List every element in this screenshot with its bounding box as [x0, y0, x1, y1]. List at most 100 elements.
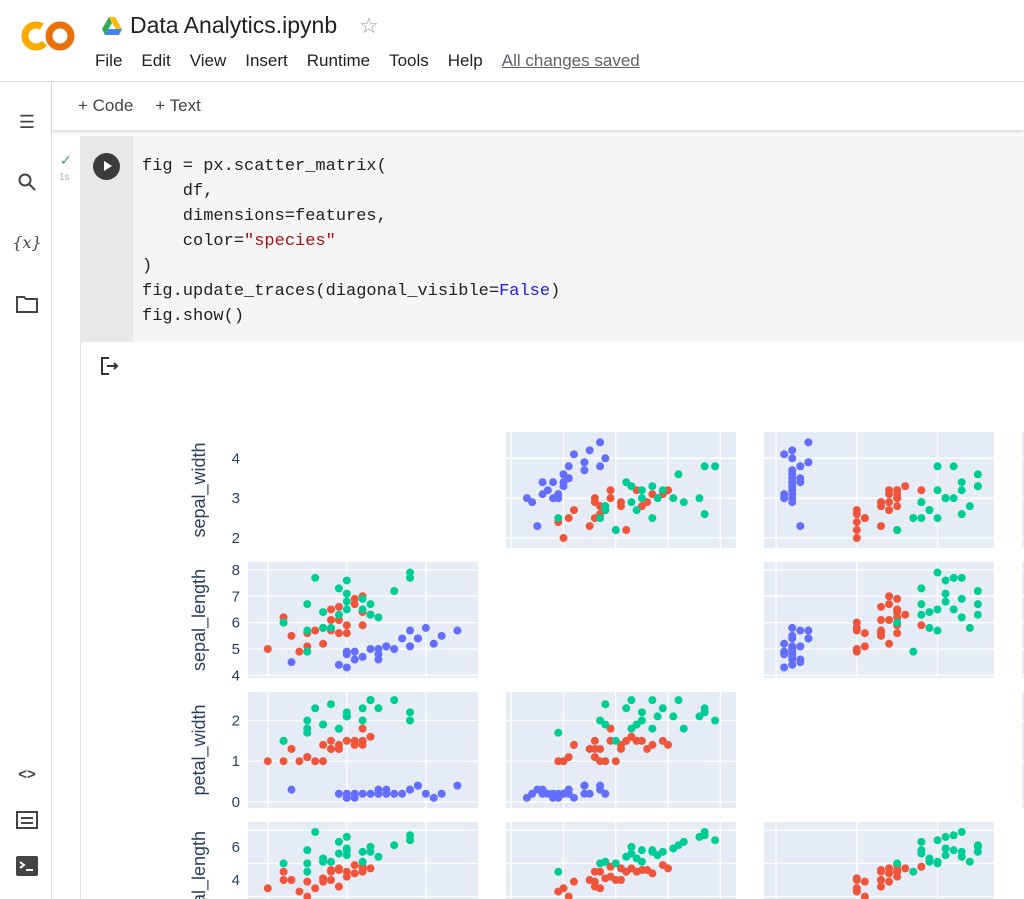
point-setosa[interactable] [796, 522, 805, 531]
point-versicolor[interactable] [860, 642, 869, 651]
point-versicolor[interactable] [606, 486, 615, 495]
point-virginica[interactable] [319, 854, 328, 863]
point-virginica[interactable] [957, 478, 966, 487]
point-versicolor[interactable] [334, 864, 343, 873]
point-virginica[interactable] [406, 716, 415, 725]
point-virginica[interactable] [933, 859, 942, 868]
point-virginica[interactable] [653, 494, 662, 503]
point-virginica[interactable] [390, 841, 399, 850]
point-versicolor[interactable] [611, 757, 620, 766]
point-versicolor[interactable] [617, 876, 625, 884]
point-versicolor[interactable] [917, 862, 926, 871]
point-versicolor[interactable] [590, 867, 599, 876]
point-virginica[interactable] [893, 859, 902, 868]
point-setosa[interactable] [569, 450, 578, 459]
point-virginica[interactable] [658, 486, 667, 495]
point-virginica[interactable] [390, 587, 399, 595]
point-virginica[interactable] [917, 600, 926, 609]
point-virginica[interactable] [342, 605, 351, 614]
point-setosa[interactable] [796, 658, 805, 667]
point-versicolor[interactable] [350, 861, 359, 870]
point-virginica[interactable] [917, 498, 926, 507]
output-actions-icon[interactable] [99, 356, 119, 376]
point-virginica[interactable] [326, 857, 335, 866]
point-virginica[interactable] [711, 836, 720, 845]
point-setosa[interactable] [788, 446, 797, 455]
point-setosa[interactable] [421, 623, 430, 632]
point-virginica[interactable] [611, 526, 620, 535]
point-setosa[interactable] [429, 793, 438, 802]
point-virginica[interactable] [941, 597, 950, 606]
point-virginica[interactable] [933, 836, 942, 845]
notebook-title[interactable]: Data Analytics.ipynb [130, 12, 338, 38]
point-versicolor[interactable] [885, 616, 894, 624]
files-icon[interactable] [14, 292, 40, 316]
point-versicolor[interactable] [852, 526, 861, 535]
panel-sepal_width-vs-petal_width[interactable] [764, 432, 994, 548]
menu-file[interactable]: File [95, 51, 123, 70]
point-setosa[interactable] [569, 793, 578, 802]
point-setosa[interactable] [780, 494, 789, 503]
point-setosa[interactable] [580, 466, 589, 475]
point-setosa[interactable] [788, 482, 797, 491]
point-virginica[interactable] [632, 720, 641, 729]
panel-sepal_width-vs-petal_length[interactable] [1022, 432, 1024, 548]
point-versicolor[interactable] [885, 506, 894, 515]
point-virginica[interactable] [319, 608, 328, 617]
point-virginica[interactable] [973, 587, 982, 595]
point-setosa[interactable] [804, 626, 813, 635]
panel-sepal_width-vs-sepal_length[interactable] [506, 432, 736, 548]
point-versicolor[interactable] [617, 502, 625, 511]
point-versicolor[interactable] [885, 877, 894, 886]
point-setosa[interactable] [342, 793, 351, 802]
point-virginica[interactable] [374, 852, 383, 861]
point-setosa[interactable] [549, 494, 558, 503]
point-setosa[interactable] [437, 789, 446, 798]
point-setosa[interactable] [549, 793, 558, 802]
point-virginica[interactable] [358, 605, 367, 614]
point-virginica[interactable] [358, 857, 367, 866]
point-setosa[interactable] [564, 462, 573, 471]
point-virginica[interactable] [700, 704, 709, 713]
point-versicolor[interactable] [569, 506, 578, 515]
point-versicolor[interactable] [287, 631, 296, 640]
point-versicolor[interactable] [606, 494, 615, 503]
point-setosa[interactable] [788, 631, 797, 640]
point-virginica[interactable] [554, 514, 563, 523]
point-virginica[interactable] [917, 846, 926, 855]
point-versicolor[interactable] [319, 639, 328, 648]
point-virginica[interactable] [366, 847, 375, 856]
menu-edit[interactable]: Edit [141, 51, 171, 70]
point-virginica[interactable] [334, 584, 343, 593]
point-virginica[interactable] [957, 827, 966, 836]
point-setosa[interactable] [564, 474, 573, 483]
point-versicolor[interactable] [860, 877, 869, 886]
point-versicolor[interactable] [648, 740, 657, 749]
panel-sepal_length-vs-petal_length[interactable] [1022, 562, 1024, 678]
point-virginica[interactable] [648, 847, 657, 856]
point-virginica[interactable] [358, 716, 367, 725]
point-virginica[interactable] [342, 597, 351, 606]
point-virginica[interactable] [342, 712, 351, 721]
point-setosa[interactable] [437, 631, 446, 640]
point-setosa[interactable] [429, 639, 438, 648]
point-setosa[interactable] [788, 454, 797, 463]
point-versicolor[interactable] [590, 877, 599, 886]
point-virginica[interactable] [303, 716, 312, 725]
point-versicolor[interactable] [852, 534, 861, 543]
point-setosa[interactable] [596, 438, 605, 447]
terminal-icon[interactable] [14, 854, 40, 878]
point-virginica[interactable] [909, 514, 918, 523]
point-versicolor[interactable] [860, 892, 869, 899]
point-versicolor[interactable] [893, 867, 902, 876]
point-setosa[interactable] [453, 626, 462, 635]
point-virginica[interactable] [965, 857, 974, 866]
point-versicolor[interactable] [885, 639, 894, 648]
code-cell[interactable]: fig = px.scatter_matrix( df, dimensions=… [80, 136, 1024, 342]
panel-petal_length-vs-petal_width[interactable] [764, 822, 994, 899]
point-virginica[interactable] [965, 623, 974, 632]
point-versicolor[interactable] [326, 616, 335, 624]
point-virginica[interactable] [973, 847, 982, 856]
point-setosa[interactable] [796, 642, 805, 651]
point-versicolor[interactable] [366, 732, 375, 741]
